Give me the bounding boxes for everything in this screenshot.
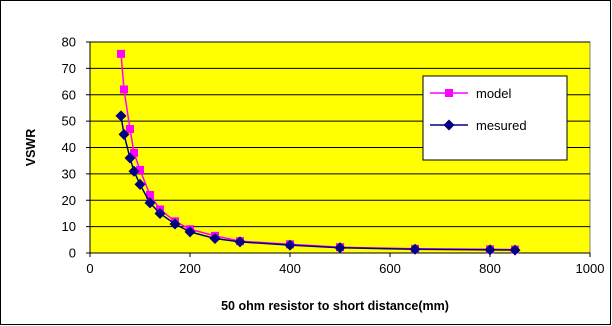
data-point-model	[120, 85, 128, 94]
y-tick-label: 0	[69, 246, 76, 261]
y-tick-label: 40	[62, 140, 76, 155]
y-tick-label: 60	[62, 87, 76, 102]
legend-marker-model	[445, 89, 453, 97]
legend-label-model: model	[476, 86, 512, 101]
data-point-mesured	[144, 197, 156, 209]
x-tick-label: 800	[479, 261, 501, 276]
data-point-mesured	[128, 165, 140, 177]
data-point-model	[136, 165, 144, 174]
y-tick-label: 70	[62, 61, 76, 76]
data-point-mesured	[184, 226, 196, 238]
data-point-mesured	[334, 242, 346, 254]
legend-marker-mesured	[443, 119, 455, 131]
data-point-mesured	[209, 232, 221, 244]
x-tick-label: 0	[86, 261, 93, 276]
tick-labels: 0 200 400 600 800 1000 0 10 20 30 40 50 60 70 80	[62, 35, 605, 277]
data-point-model	[146, 190, 154, 199]
x-axis-title: 50 ohm resistor to short distance(mm)	[221, 299, 449, 313]
legend-label-mesured: mesured	[476, 118, 527, 133]
data-point-mesured	[134, 178, 146, 190]
x-tick-label: 400	[279, 261, 301, 276]
series-line-mesured	[120, 115, 516, 251]
data-point-mesured	[169, 218, 181, 230]
data-point-model	[126, 125, 134, 134]
data-point-mesured	[409, 243, 421, 255]
x-tick-label: 600	[379, 261, 401, 276]
series-mesured	[115, 110, 521, 256]
y-tick-label: 80	[62, 35, 76, 50]
y-tick-label: 50	[62, 114, 76, 129]
data-point-mesured	[509, 244, 521, 256]
data-point-mesured	[115, 110, 127, 122]
y-tick-label: 20	[62, 193, 76, 208]
x-tick-label: 1000	[576, 261, 605, 276]
data-point-mesured	[124, 152, 136, 164]
x-tick-label: 200	[179, 261, 201, 276]
data-point-model	[130, 148, 138, 157]
data-point-mesured	[154, 207, 166, 219]
data-point-mesured	[118, 128, 130, 140]
legend: model mesured	[422, 75, 568, 161]
data-point-model	[117, 49, 125, 58]
series-layer	[115, 49, 521, 256]
y-tick-label: 30	[62, 166, 76, 181]
data-point-mesured	[484, 244, 496, 256]
data-point-mesured	[284, 239, 296, 251]
y-tick-label: 10	[62, 219, 76, 234]
y-axis-title: VSWR	[24, 129, 38, 167]
data-point-mesured	[234, 236, 246, 248]
